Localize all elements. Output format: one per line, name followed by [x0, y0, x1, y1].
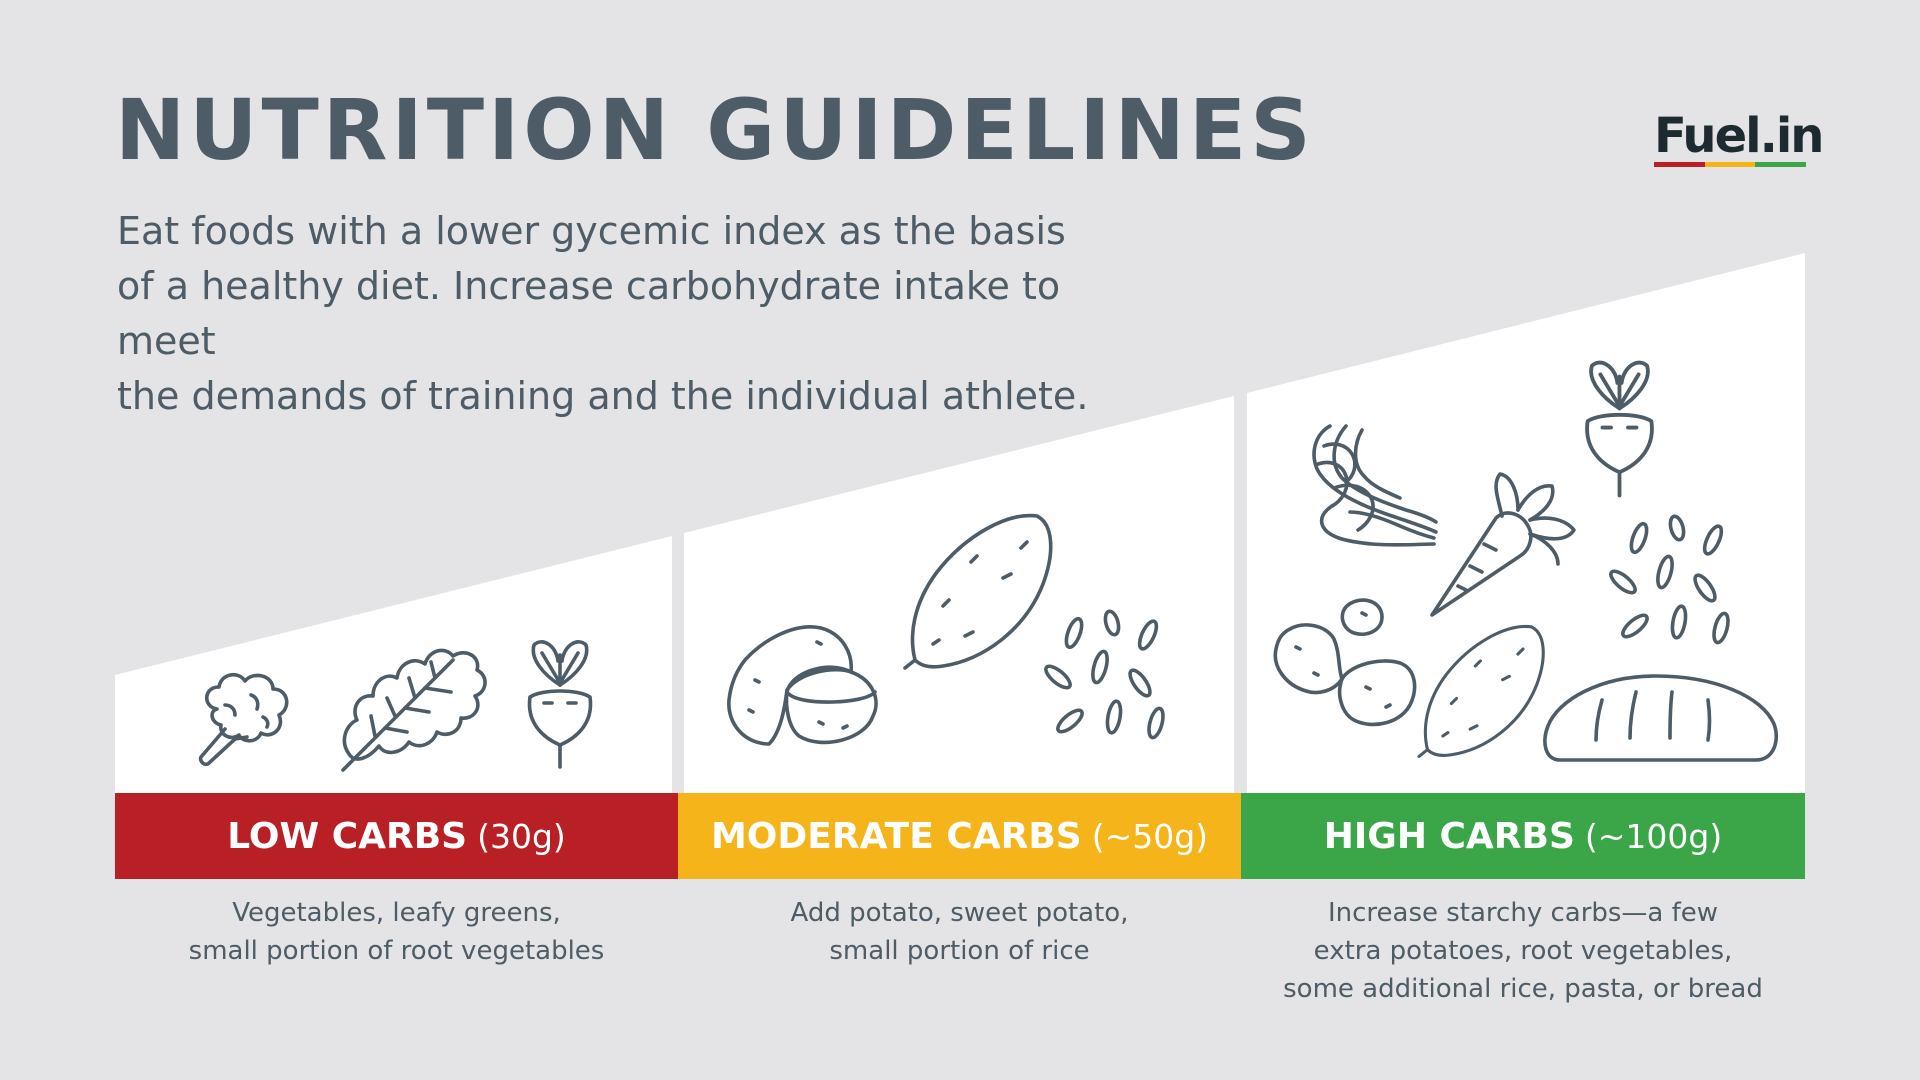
logo-text: Fuel.in: [1654, 108, 1824, 164]
bread-icon: [1540, 670, 1780, 765]
page-title: NUTRITION GUIDELINES: [115, 81, 1315, 179]
description-line: extra potatoes, root vegetables,: [1313, 936, 1733, 966]
tier-amount: (~50g): [1091, 816, 1209, 856]
potato-group-icon: [1270, 595, 1420, 730]
description-line: Increase starchy carbs—a few: [1327, 898, 1719, 928]
logo-stripe: [1654, 162, 1807, 167]
panel-moderate: [684, 396, 1234, 793]
description-line: Vegetables, leafy greens,: [232, 898, 561, 928]
sweet-potato-icon: [903, 508, 1063, 678]
tier-description-moderate: Add potato, sweet potato, small portion …: [678, 894, 1241, 970]
tier-title: LOW CARBS: [227, 815, 468, 857]
intro-text: Eat foods with a lower gycemic index as …: [117, 204, 1117, 424]
intro-line: Eat foods with a lower gycemic index as …: [117, 209, 1066, 253]
tier-band-high: HIGH CARBS (~100g): [1241, 793, 1805, 879]
pasta-icon: [1310, 420, 1440, 560]
rice-icon: [1040, 605, 1175, 750]
broccoli-icon: [195, 665, 305, 775]
tier-band-low: LOW CARBS (30g): [115, 793, 678, 879]
tier-title: MODERATE CARBS: [710, 815, 1082, 857]
intro-line: the demands of training and the individu…: [117, 374, 1089, 418]
rice-icon-2: [1605, 510, 1740, 655]
panel-low: [115, 536, 672, 793]
description-line: some additional rice, pasta, or bread: [1283, 974, 1763, 1004]
tier-amount: (30g): [477, 816, 566, 856]
beet-icon-2: [1577, 352, 1662, 502]
logo-stripe-red: [1654, 162, 1705, 167]
tier-amount: (~100g): [1584, 816, 1723, 856]
description-line: small portion of rice: [829, 936, 1090, 966]
tier-description-high: Increase starchy carbs—a few extra potat…: [1241, 894, 1805, 1008]
logo-stripe-green: [1755, 162, 1807, 167]
carrot-icon: [1430, 470, 1585, 620]
sweet-potato-icon-2: [1413, 620, 1558, 765]
potato-icon: [725, 620, 885, 750]
tier-band-moderate: MODERATE CARBS (~50g): [678, 793, 1241, 879]
description-line: Add potato, sweet potato,: [790, 898, 1129, 928]
kale-icon: [335, 620, 495, 780]
intro-line: of a healthy diet. Increase carbohydrate…: [117, 264, 1061, 363]
brand-logo: Fuel.in: [1654, 108, 1824, 167]
tier-title: HIGH CARBS: [1323, 815, 1575, 857]
logo-stripe-yellow: [1704, 162, 1756, 167]
tier-description-low: Vegetables, leafy greens, small portion …: [115, 894, 678, 970]
description-line: small portion of root vegetables: [188, 936, 605, 966]
beet-icon: [520, 635, 600, 770]
